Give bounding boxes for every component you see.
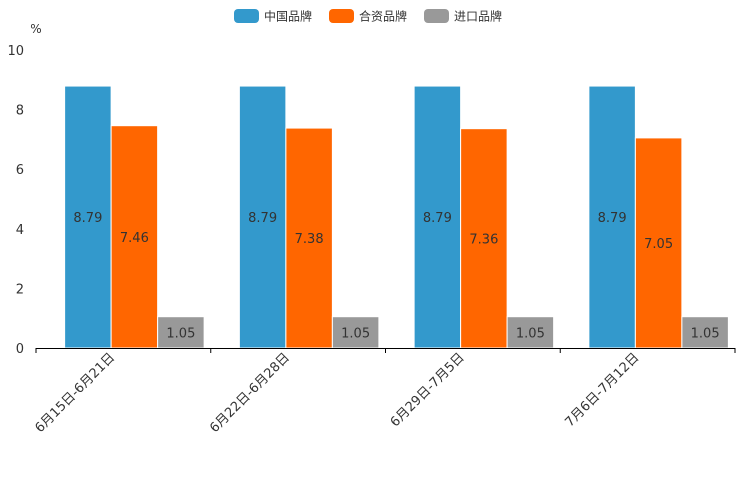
bar-value-label: 1.05 [166, 326, 195, 341]
bar[interactable] [588, 85, 636, 349]
bar-value-label: 8.79 [73, 211, 102, 226]
legend-swatch [234, 9, 259, 23]
bar-value-label: 1.05 [516, 326, 545, 341]
bar[interactable] [238, 85, 287, 349]
bar-value-label: 1.05 [691, 326, 720, 341]
y-axis-unit-label: % [30, 22, 41, 36]
x-axis: 6月15日-6月21日 6月22日-6月28日 6月29日-7月5日 7月6日-7月1… [32, 348, 736, 436]
bar[interactable] [285, 127, 333, 349]
bar-value-label: 8.79 [598, 211, 627, 226]
bar[interactable] [460, 128, 508, 349]
y-tick-label: 4 [16, 223, 24, 238]
bars: 8.79 7.46 1.05 8.79 7.38 1.05 8.79 7.36 1.05 8.79… [64, 85, 729, 349]
bar-value-label: 1.05 [341, 326, 370, 341]
bar[interactable] [634, 137, 683, 349]
bar-value-label: 7.36 [469, 232, 498, 247]
y-tick-label: 8 [16, 104, 24, 119]
legend: 中国品牌 合资品牌 进口品牌 [234, 9, 502, 24]
legend-swatch [329, 9, 354, 23]
bar-value-label: 8.79 [248, 211, 277, 226]
y-tick-label: 6 [16, 163, 24, 178]
x-tick-label: 6月15日-6月21日 [32, 350, 118, 436]
bar[interactable] [331, 316, 380, 349]
bar-value-label: 7.38 [295, 232, 324, 247]
x-tick-label: 7月6日-7月12日 [563, 350, 643, 430]
bar-value-label: 7.46 [120, 231, 149, 246]
bar[interactable] [64, 85, 112, 349]
y-tick-label: 10 [7, 44, 24, 59]
legend-label: 合资品牌 [359, 9, 407, 24]
x-tick-label: 6月29日-7月5日 [388, 350, 468, 430]
legend-label: 进口品牌 [454, 10, 502, 24]
y-tick-label: 2 [16, 282, 24, 297]
bar[interactable] [110, 125, 159, 349]
legend-item-2[interactable]: 合资品牌 [329, 9, 407, 24]
y-axis: 0 2 4 6 8 10 [7, 44, 24, 357]
legend-label: 中国品牌 [264, 9, 312, 24]
bar-value-label: 7.05 [644, 237, 673, 252]
x-tick-label: 6月22日-6月28日 [207, 350, 293, 436]
legend-item-1[interactable]: 中国品牌 [234, 9, 312, 24]
bar[interactable] [681, 316, 729, 349]
legend-swatch [424, 9, 449, 23]
bar-value-label: 8.79 [423, 211, 452, 226]
legend-item-3[interactable]: 进口品牌 [424, 9, 502, 24]
y-tick-label: 0 [16, 342, 24, 357]
